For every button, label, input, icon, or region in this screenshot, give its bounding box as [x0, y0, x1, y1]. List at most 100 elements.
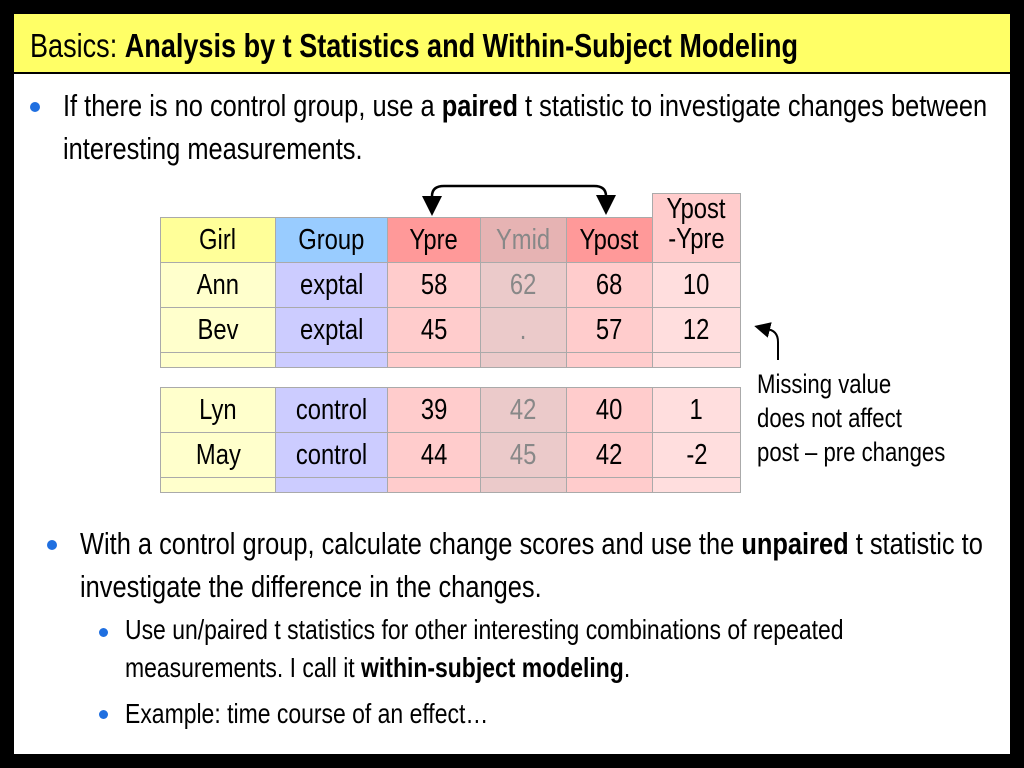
bullet-dot: [99, 710, 108, 719]
header-cell: Ypost -Ypre: [652, 193, 741, 263]
bullet-dot: [30, 102, 40, 112]
cell-text: Bev: [197, 314, 239, 346]
header-cell: Girl: [160, 217, 276, 263]
cell-text: control: [295, 394, 368, 426]
blank-cell: [652, 352, 741, 368]
table-cell: 40: [566, 387, 653, 433]
cell-text: 42: [596, 439, 623, 471]
text: t statistic to investigate changes betwe…: [63, 88, 988, 166]
cell-text: 62: [510, 269, 537, 301]
bullet-text: If there is no control group, use a pair…: [63, 84, 990, 170]
bullet-dot: [47, 540, 57, 550]
blank-cell: [160, 477, 276, 493]
table-cell: 10: [652, 262, 741, 308]
annotation-line: does not affect: [757, 403, 902, 433]
text: .: [623, 652, 631, 683]
cell-text: -Ypre: [668, 223, 725, 255]
cell-text: -2: [685, 439, 708, 471]
text: t statistic to investigate the differenc…: [80, 526, 983, 604]
blank-cell: [275, 477, 388, 493]
bold-text: within-subject modeling: [361, 652, 624, 683]
cell-text: Ymid: [496, 224, 551, 256]
text: Use un/paired t statistics for other int…: [125, 614, 844, 683]
text: If there is no control group, use a: [63, 88, 442, 123]
table-cell: 57: [566, 307, 653, 353]
blank-cell: [275, 352, 388, 368]
table-cell: 42: [566, 432, 653, 478]
cell-text: 45: [510, 439, 537, 471]
blank-cell: [480, 477, 567, 493]
annotation: Missing value does not affect post – pre…: [757, 367, 945, 469]
cell-text: 12: [683, 314, 710, 346]
table-cell: 12: [652, 307, 741, 353]
cell-text: 10: [683, 269, 710, 301]
blank-cell: [652, 477, 741, 493]
header-cell: Ymid: [480, 217, 567, 263]
cell-text: control: [295, 439, 368, 471]
table-cell: 1: [652, 387, 741, 433]
table-cell: Lyn: [160, 387, 276, 433]
cell-text: 42: [510, 394, 537, 426]
annotation-line: Missing value: [757, 369, 892, 399]
cell-text: 40: [596, 394, 623, 426]
cell-text: Girl: [199, 224, 237, 256]
text: Example: time course of an effect…: [125, 698, 489, 729]
cell-text: Ypost: [579, 224, 640, 256]
annotation-line: post – pre changes: [757, 437, 946, 467]
title-bold: Analysis by t Statistics and Within-Subj…: [124, 27, 799, 64]
blank-cell: [566, 477, 653, 493]
cell-text: .: [520, 314, 527, 346]
sub-bullet-text: Example: time course of an effect…: [125, 695, 966, 733]
bold-text: paired: [441, 88, 518, 123]
table-cell: 68: [566, 262, 653, 308]
cell-text: exptal: [299, 269, 364, 301]
table-cell: 45: [480, 432, 567, 478]
table-cell: 62: [480, 262, 567, 308]
cell-text: Ann: [196, 269, 240, 301]
cell-text: Lyn: [199, 394, 237, 426]
table-cell: 58: [387, 262, 481, 308]
header-cell: Ypost: [566, 217, 653, 263]
table-cell: 42: [480, 387, 567, 433]
cell-text: 1: [689, 394, 704, 426]
table-cell: control: [275, 387, 388, 433]
sub-bullet-text: Use un/paired t statistics for other int…: [125, 611, 966, 687]
header-cell: Group: [275, 217, 388, 263]
blank-cell: [387, 352, 481, 368]
table-cell: control: [275, 432, 388, 478]
table-cell: Ann: [160, 262, 276, 308]
cell-text: 44: [420, 439, 448, 471]
cell-text: 58: [420, 269, 448, 301]
cell-text: 45: [420, 314, 448, 346]
cell-text: Group: [298, 224, 365, 256]
table-cell: Bev: [160, 307, 276, 353]
blank-cell: [160, 352, 276, 368]
table-cell: 45: [387, 307, 481, 353]
blank-cell: [480, 352, 567, 368]
bullet-text: With a control group, calculate change s…: [80, 522, 1007, 608]
text: With a control group, calculate change s…: [80, 526, 742, 561]
cell-text: 68: [596, 269, 623, 301]
cell-text: 39: [420, 394, 448, 426]
blank-cell: [566, 352, 653, 368]
cell-text: May: [195, 439, 241, 471]
bullet-dot: [99, 628, 108, 637]
title-bar: [14, 14, 1010, 74]
cell-text: 57: [596, 314, 623, 346]
cell-text: exptal: [299, 314, 364, 346]
bold-text: unpaired: [741, 526, 849, 561]
header-cell: Ypre: [387, 217, 481, 263]
slide: [14, 14, 1010, 754]
cell-text: Ypost: [666, 193, 727, 225]
title: Basics: Analysis by t Statistics and Wit…: [30, 26, 798, 66]
table-cell: -2: [652, 432, 741, 478]
cell-text: Ypre: [409, 224, 459, 256]
table-cell: exptal: [275, 307, 388, 353]
blank-cell: [387, 477, 481, 493]
table-cell: .: [480, 307, 567, 353]
table-cell: 44: [387, 432, 481, 478]
table-cell: May: [160, 432, 276, 478]
table-cell: exptal: [275, 262, 388, 308]
table-cell: 39: [387, 387, 481, 433]
